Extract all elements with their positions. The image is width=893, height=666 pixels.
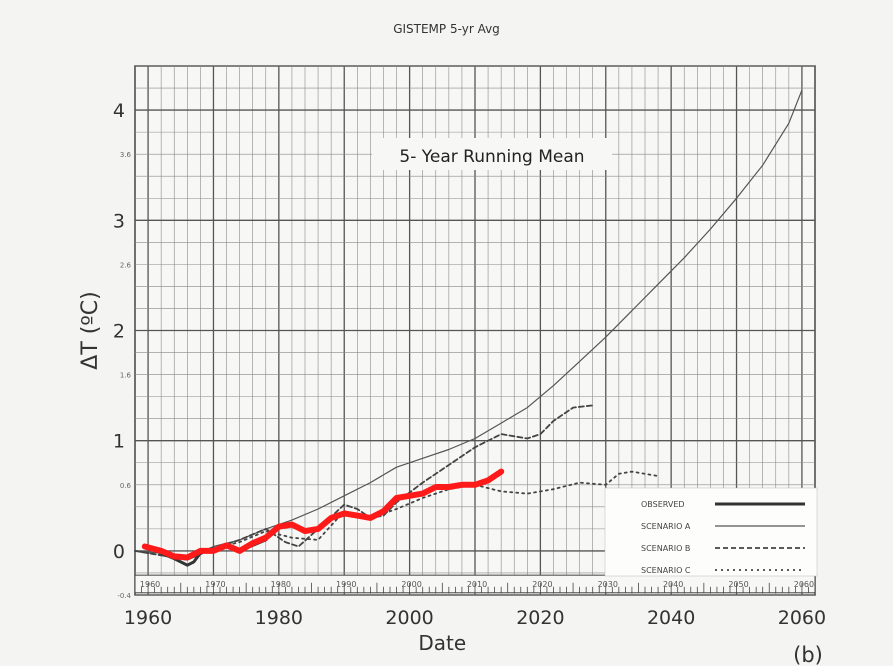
y-tick-label: 3: [113, 210, 125, 232]
inner-x-tick-label: 2000: [401, 580, 421, 589]
chart-title: GISTEMP 5-yr Avg: [393, 22, 500, 36]
y-minor-tick-label: 0.6: [120, 482, 132, 490]
y-axis-label: ΔT (ºC): [78, 291, 103, 369]
y-tick-label: 1: [113, 431, 125, 453]
x-axis-label: Date: [418, 631, 466, 655]
x-tick-label: 2040: [647, 607, 695, 629]
x-tick-label: 1980: [255, 607, 303, 629]
y-tick-label: 4: [113, 100, 125, 122]
y-minor-tick-label: 1.6: [120, 372, 132, 380]
legend-label: SCENARIO B: [641, 544, 690, 553]
inner-x-tick-label: 1970: [205, 580, 225, 589]
y-minor-tick-label: 2.6: [120, 261, 132, 269]
legend: OBSERVED SCENARIO A SCENARIO B SCENARIO C: [604, 487, 818, 577]
legend-box: [604, 487, 818, 577]
inner-x-tick-label: 2010: [467, 580, 487, 589]
axis-labels: 1960 1970 1980 1990 2000 2010 2020 2030 2040 2050…: [78, 100, 826, 666]
y-minor-tick-label: 3.6: [120, 151, 132, 159]
inner-title-bg: [372, 138, 612, 170]
inner-title: 5- Year Running Mean: [399, 147, 584, 167]
inner-x-tick-label: 2030: [598, 580, 618, 589]
y-tick-label: 2: [113, 321, 125, 343]
inner-x-tick-label: 2020: [532, 580, 552, 589]
x-tick-label: 2000: [385, 607, 433, 629]
y-tick-label: 0: [113, 541, 125, 563]
inner-x-tick-label: 2050: [728, 580, 748, 589]
x-tick-label: 2060: [778, 607, 826, 629]
x-tick-label: 1960: [124, 607, 172, 629]
inner-x-tick-label: 2060: [794, 580, 814, 589]
series-line-gistemp-5-yr-avg: [141, 468, 505, 561]
legend-label: OBSERVED: [641, 500, 685, 509]
y-minor-tick-label: -0.4: [117, 592, 131, 600]
series-group: [134, 89, 803, 567]
x-tick-label: 2020: [516, 607, 564, 629]
legend-label: SCENARIO A: [641, 522, 691, 531]
legend-label: SCENARIO C: [641, 566, 691, 575]
inner-x-tick-label: 1960: [140, 580, 160, 589]
inner-x-tick-label: 1980: [271, 580, 291, 589]
inner-x-tick-label: 1990: [336, 580, 356, 589]
series-line-scenario-c: [134, 470, 659, 561]
panel-label: (b): [793, 643, 823, 666]
inner-x-tick-label: 2040: [663, 580, 683, 589]
series-line-scenario-a: [134, 89, 803, 559]
